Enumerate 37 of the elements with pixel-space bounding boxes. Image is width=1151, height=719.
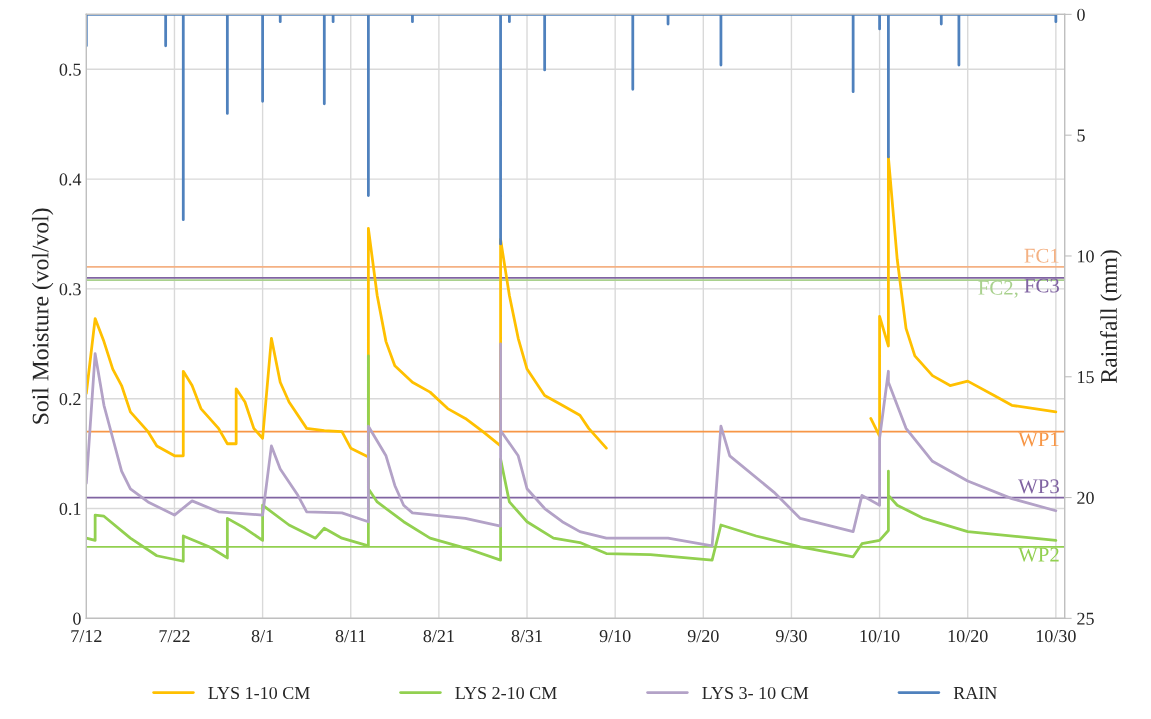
ref-line-label: WP2 xyxy=(1018,547,1059,562)
y-tick-label: 0.5 xyxy=(59,63,81,76)
x-tick-label: 9/20 xyxy=(687,629,719,643)
y-tick-label: 0 xyxy=(73,612,81,625)
x-tick-label: 8/11 xyxy=(335,629,366,643)
y2-tick-label: 10 xyxy=(1078,250,1094,263)
y-tick-label: 0.4 xyxy=(59,173,82,186)
ref-line-label: WP3 xyxy=(1018,479,1059,494)
legend-label: LYS 3- 10 CM xyxy=(702,686,809,700)
x-tick-label: 8/1 xyxy=(251,629,274,643)
x-tick-label: 9/30 xyxy=(775,629,807,643)
y-tick-label: 0.3 xyxy=(59,283,81,296)
y2-axis-title: Rainfall (mm) xyxy=(1100,250,1122,383)
y-tick-label: 0.1 xyxy=(59,502,81,516)
legend-label: LYS 1-10 CM xyxy=(208,686,310,700)
x-tick-label: 10/20 xyxy=(948,629,988,643)
ref-line-label: WP1 xyxy=(1018,432,1059,447)
y-tick-label: 0.2 xyxy=(59,392,81,406)
line-series xyxy=(86,14,1058,246)
x-tick-label: 10/30 xyxy=(1036,629,1076,643)
ref-line-label: FC3 xyxy=(1024,278,1059,293)
y2-tick-label: 20 xyxy=(1077,491,1094,504)
ref-line-label: FC1 xyxy=(1024,248,1059,263)
x-tick-label: 10/10 xyxy=(860,629,900,643)
y2-tick-label: 0 xyxy=(1077,8,1085,21)
y2-tick-label: 15 xyxy=(1078,371,1094,384)
y2-tick-label: 25 xyxy=(1077,612,1094,625)
legend-label: LYS 2-10 CM xyxy=(455,686,557,700)
x-tick-label: 7/12 xyxy=(71,630,102,643)
y2-tick-label: 5 xyxy=(1077,129,1085,142)
x-tick-label: 9/10 xyxy=(599,629,631,643)
x-tick-label: 8/31 xyxy=(511,629,542,643)
ref-line-label: FC2, xyxy=(978,280,1018,298)
x-tick-label: 8/21 xyxy=(423,629,454,643)
y-axis-title: Soil Moisture (vol/vol) xyxy=(31,208,54,424)
legend-label: RAIN xyxy=(953,686,997,699)
x-tick-label: 7/22 xyxy=(159,630,190,643)
